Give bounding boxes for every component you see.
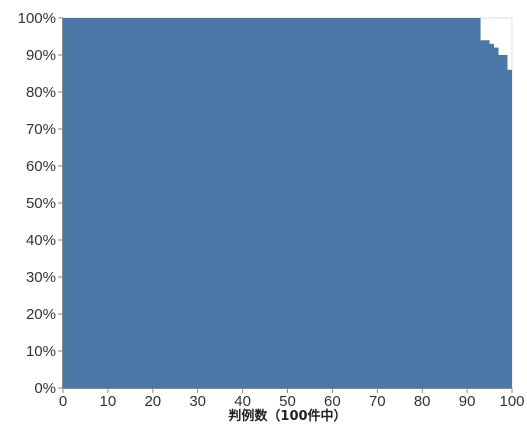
x-axis-title: 判例数（100件中）: [228, 408, 346, 424]
x-tick-label: 60: [324, 393, 341, 410]
x-tick-label: 100: [499, 393, 524, 410]
x-axis: 0 10 20 30 40 50 60 70 80 90 100: [59, 388, 525, 410]
y-axis: 0% 10% 20% 30% 40% 50% 60% 70% 80% 90% 100%: [18, 10, 63, 397]
x-tick-label: 80: [414, 393, 431, 410]
y-tick-label: 10%: [26, 343, 56, 360]
y-tick-label: 30%: [26, 269, 56, 286]
y-tick-label: 0%: [34, 380, 56, 397]
x-tick-label: 50: [279, 393, 296, 410]
y-tick-label: 100%: [18, 10, 56, 27]
x-tick-label: 10: [100, 393, 117, 410]
x-tick-label: 30: [189, 393, 206, 410]
y-tick-label: 20%: [26, 306, 56, 323]
y-tick-label: 40%: [26, 232, 56, 249]
y-tick-label: 60%: [26, 158, 56, 175]
x-tick-label: 90: [459, 393, 476, 410]
y-tick-label: 80%: [26, 84, 56, 101]
y-tick-label: 70%: [26, 121, 56, 138]
x-tick-label: 70: [369, 393, 386, 410]
x-tick-label: 40: [234, 393, 251, 410]
x-tick-label: 20: [144, 393, 161, 410]
y-tick-label: 50%: [26, 195, 56, 212]
area-series: [63, 18, 512, 388]
y-tick-label: 90%: [26, 47, 56, 64]
x-tick-label: 0: [59, 393, 67, 410]
